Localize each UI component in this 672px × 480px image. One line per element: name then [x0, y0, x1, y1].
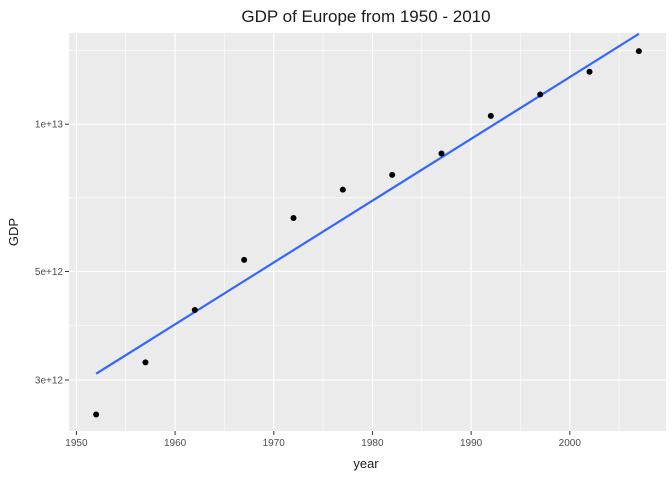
data-point	[635, 48, 642, 55]
data-point	[93, 411, 100, 418]
x-tick-label: 1950	[65, 438, 88, 449]
data-point	[339, 186, 346, 193]
y-axis-title: GDP	[6, 218, 21, 246]
x-axis-title: year	[353, 456, 379, 471]
data-point	[487, 112, 494, 119]
y-tick-label: 5e+12	[35, 267, 64, 278]
x-tick-label: 1990	[460, 438, 483, 449]
data-point	[191, 307, 198, 314]
x-tick-label: 1980	[361, 438, 384, 449]
data-point	[142, 359, 149, 366]
data-point	[586, 68, 593, 75]
data-point	[290, 215, 297, 222]
y-tick-label: 3e+12	[35, 376, 64, 387]
y-axis: 3e+12 5e+12 1e+13	[35, 120, 69, 387]
x-tick-label: 2000	[559, 438, 582, 449]
data-point	[389, 171, 396, 178]
x-tick-label: 1970	[263, 438, 286, 449]
data-point	[241, 256, 248, 263]
minor-gridlines	[69, 33, 666, 431]
major-gridlines	[69, 33, 666, 431]
chart-title: GDP of Europe from 1950 - 2010	[241, 7, 490, 26]
x-axis: 1950 1960 1970 1980 1990 2000	[65, 431, 581, 449]
y-tick-label: 1e+13	[35, 120, 64, 131]
data-points	[93, 48, 642, 418]
data-point	[438, 150, 445, 157]
plot-panel	[69, 33, 666, 431]
x-tick-label: 1960	[164, 438, 187, 449]
trend-line	[95, 32, 640, 375]
data-point	[537, 91, 544, 98]
